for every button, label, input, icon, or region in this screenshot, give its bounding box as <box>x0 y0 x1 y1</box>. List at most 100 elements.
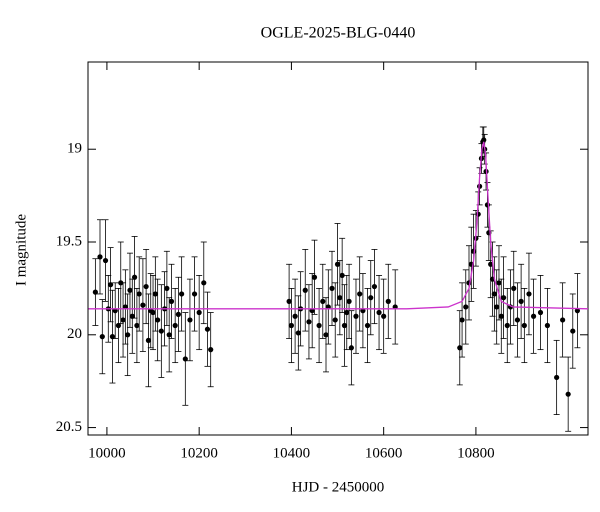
data-point <box>344 309 350 316</box>
x-tick-label: 10800 <box>457 445 495 461</box>
data-point <box>514 317 521 323</box>
data-point <box>368 295 374 301</box>
data-point <box>521 322 527 329</box>
data-point <box>204 326 211 332</box>
data-point <box>348 345 354 351</box>
data-point <box>526 291 532 297</box>
data-point <box>376 309 382 316</box>
data-point <box>286 298 292 304</box>
x-axis-label: HJD - 2450000 <box>292 479 385 495</box>
data-point <box>311 274 318 280</box>
data-point <box>166 332 172 338</box>
data-point <box>125 332 131 338</box>
data-point <box>530 313 537 319</box>
data-point <box>554 374 560 381</box>
data-point <box>574 308 580 314</box>
plot-frame <box>87 61 589 436</box>
data-point <box>115 322 122 329</box>
data-point <box>208 347 214 353</box>
data-point <box>353 313 359 319</box>
data-point <box>175 311 182 317</box>
data-point <box>129 313 135 319</box>
y-tick-label: 19 <box>67 141 82 157</box>
data-point <box>120 317 126 323</box>
data-point <box>518 298 524 304</box>
data-point <box>150 309 156 316</box>
data-point <box>570 328 576 334</box>
data-point <box>108 282 114 288</box>
data-point <box>488 261 494 267</box>
y-tick-label: 20 <box>67 326 82 342</box>
data-point <box>544 322 551 329</box>
data-point <box>127 287 133 293</box>
data-point <box>463 304 469 310</box>
model-curve <box>88 141 589 310</box>
data-point <box>323 332 329 338</box>
data-point <box>459 317 465 323</box>
data-point <box>475 211 481 217</box>
data-point <box>337 295 343 301</box>
data-point <box>201 280 207 286</box>
data-point <box>504 322 510 329</box>
data-point <box>339 272 345 279</box>
data-point <box>457 345 463 351</box>
data-point <box>292 313 298 319</box>
x-tick-label: 10400 <box>273 445 311 461</box>
data-point <box>191 291 198 297</box>
x-tick-label: 10200 <box>180 445 218 461</box>
y-tick-label: 19.5 <box>56 233 82 249</box>
data-point <box>99 334 105 340</box>
data-point <box>511 285 517 291</box>
data-point <box>560 317 566 323</box>
data-point <box>134 322 140 329</box>
data-point <box>332 317 338 323</box>
data-point <box>385 298 391 304</box>
data-point <box>102 257 109 264</box>
data-point <box>341 322 348 329</box>
data-point <box>92 289 98 295</box>
data-point <box>357 291 363 297</box>
data-point <box>140 302 146 308</box>
data-point <box>320 298 326 304</box>
data-point <box>316 322 322 329</box>
data-point <box>288 322 295 329</box>
data-point <box>164 285 170 291</box>
data-point <box>172 322 178 329</box>
data-point <box>179 291 185 297</box>
y-axis-label: I magnitude <box>13 214 29 286</box>
data-point <box>109 334 116 340</box>
data-point <box>152 291 158 297</box>
data-point <box>364 322 371 329</box>
data-point <box>346 298 352 304</box>
data-point <box>371 283 378 290</box>
data-point <box>306 319 312 325</box>
data-point <box>500 295 507 301</box>
data-point <box>381 313 387 319</box>
data-point <box>295 330 301 336</box>
data-point <box>302 287 308 293</box>
data-point <box>196 309 202 316</box>
data-point <box>334 261 341 267</box>
data-point <box>496 280 502 286</box>
data-point <box>97 254 103 260</box>
data-point <box>136 291 142 297</box>
data-point <box>145 337 152 343</box>
data-point <box>182 356 188 362</box>
data-point <box>155 317 161 323</box>
data-point <box>168 298 175 304</box>
data-point <box>158 328 164 334</box>
data-point <box>491 291 497 297</box>
data-point <box>131 274 138 280</box>
chart-title: OGLE-2025-BLG-0440 <box>261 25 416 42</box>
data-point <box>537 309 544 316</box>
x-tick-label: 10000 <box>88 445 126 461</box>
data-point <box>498 313 504 319</box>
data-point <box>187 317 193 323</box>
data-point <box>143 283 149 290</box>
data-point <box>494 304 500 310</box>
x-tick-label: 10600 <box>365 445 403 461</box>
data-point <box>565 391 571 397</box>
data-point <box>329 285 335 291</box>
y-tick-label: 20.5 <box>56 419 82 435</box>
